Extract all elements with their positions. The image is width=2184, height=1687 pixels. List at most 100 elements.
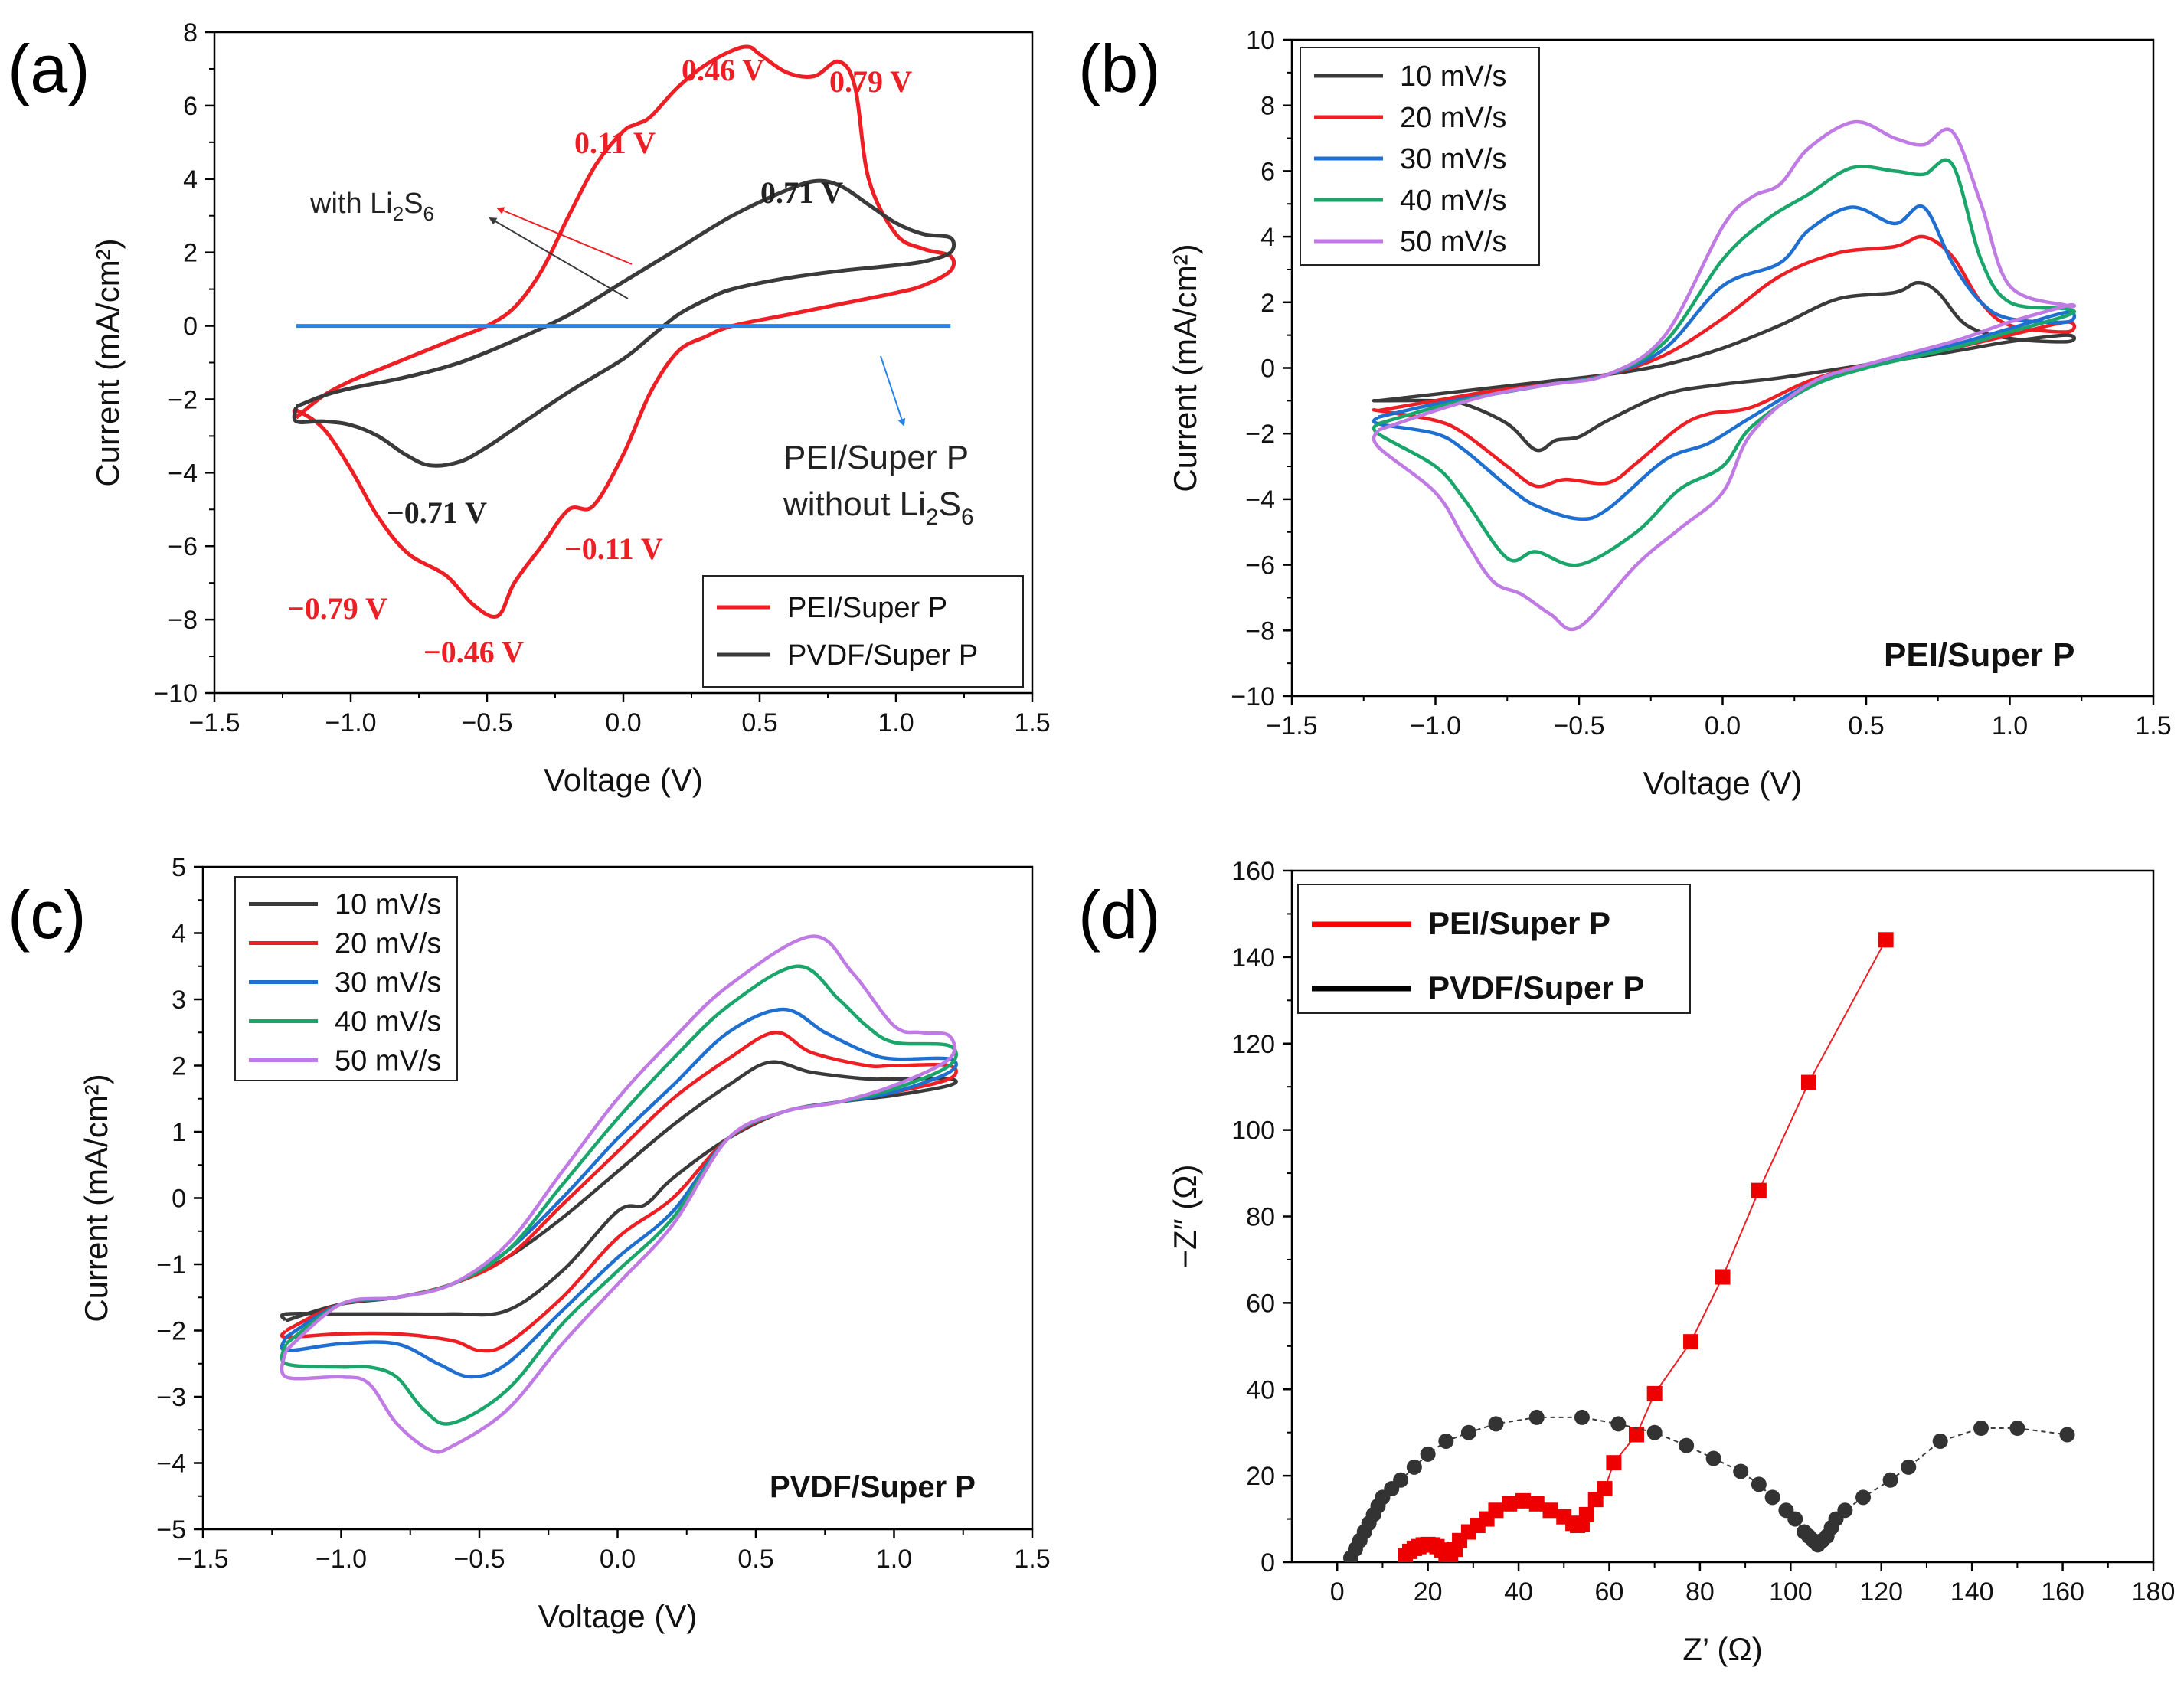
x-tick-label: 0.0 (600, 1545, 636, 1574)
x-tick-label: 1.0 (876, 1545, 912, 1574)
data-point (1715, 1269, 1731, 1285)
series-line (280, 1031, 958, 1353)
data-point (1406, 1459, 1422, 1475)
x-tick-label: 20 (1414, 1577, 1443, 1607)
x-axis-label: Voltage (V) (544, 762, 703, 798)
y-tick-label: −6 (1245, 551, 1275, 580)
data-point (1420, 1446, 1436, 1462)
arrow-red (496, 207, 633, 265)
legend-entry: 40 mV/s (335, 1006, 441, 1038)
x-tick-label: 40 (1504, 1577, 1533, 1607)
legend-entry: 40 mV/s (1400, 185, 1506, 217)
y-tick-label: −10 (153, 679, 198, 708)
series-group (292, 44, 956, 619)
x-tick-label: 1.5 (2135, 711, 2171, 741)
legend-entry: 20 mV/s (335, 928, 441, 960)
x-tick-label: 0.5 (1848, 711, 1884, 741)
series-group (1342, 932, 2075, 1562)
y-tick-label: 8 (1260, 92, 1275, 121)
data-point (1837, 1502, 1853, 1519)
series-line (280, 964, 958, 1426)
data-point (2009, 1421, 2025, 1437)
legend-entry: PEI/Super P (787, 592, 947, 624)
without-li-text: without Li (783, 486, 926, 523)
y-axis-label: Current (mA/cm²) (78, 1074, 114, 1322)
series-line (1372, 280, 2077, 453)
data-point (1646, 1385, 1663, 1401)
subscript-6: 6 (423, 202, 434, 225)
chart-panel-a: −1.5 −1.0 −0.5 0.0 0.5 1.0 1.5 −10 −8 −6 −4 −2 0 2 4 6 8… (90, 18, 1051, 798)
data-point (1488, 1416, 1504, 1432)
x-tick-label: −1.0 (325, 708, 376, 737)
series-line (292, 44, 956, 619)
y-tick-label: 5 (172, 853, 186, 882)
x-tick-label: −0.5 (461, 708, 512, 737)
s-text: S (939, 486, 961, 523)
subscript-2: 2 (393, 202, 404, 225)
panel-label-c: (c) (8, 877, 87, 953)
y-axis-label: Current (mA/cm²) (90, 238, 126, 486)
data-point (1460, 1424, 1476, 1440)
arrow-blue (880, 355, 906, 427)
x-tick-label: 180 (2132, 1577, 2176, 1607)
x-tick-label: 0.5 (741, 708, 777, 737)
data-point (1528, 1496, 1545, 1512)
without-label-line1: PEI/Super P (783, 439, 969, 476)
y-tick-label: 4 (1260, 223, 1275, 252)
data-point (1787, 1511, 1803, 1527)
legend-box (1300, 47, 1540, 266)
series-line (280, 1060, 958, 1322)
peak-label: −0.71 V (387, 495, 487, 530)
data-point (1901, 1459, 1917, 1475)
data-point (1855, 1489, 1872, 1506)
x-tick-label: 0.5 (737, 1545, 773, 1574)
legend-box (234, 876, 458, 1081)
data-point (1578, 1506, 1594, 1522)
y-axis-label: −Z″ (Ω) (1167, 1164, 1203, 1268)
panel-label-b: (b) (1078, 31, 1161, 106)
series-line (1372, 204, 2077, 521)
legend-entry: 10 mV/s (335, 889, 441, 921)
y-tick-label: −3 (156, 1383, 186, 1412)
series-line (280, 934, 956, 1454)
legend-entry: 20 mV/s (1400, 102, 1506, 134)
y-tick-label: 160 (1231, 857, 1275, 886)
y-tick-label: −10 (1231, 682, 1275, 711)
y-tick-label: 10 (1246, 26, 1275, 55)
data-point (1751, 1476, 1767, 1492)
data-point (1574, 1409, 1590, 1425)
x-tick-label: −1.0 (316, 1545, 367, 1574)
y-tick-label: 2 (172, 1052, 186, 1081)
x-axis-label: Voltage (V) (1643, 765, 1803, 801)
y-tick-label: 1 (172, 1118, 186, 1147)
y-tick-label: 4 (183, 165, 198, 195)
x-tick-label: 160 (2041, 1577, 2084, 1607)
y-tick-label: 20 (1246, 1462, 1275, 1491)
with-li-text: with Li (309, 188, 393, 220)
chart-panel-b: −1.5 −1.0 −0.5 0.0 0.5 1.0 1.5 −10 −8 −6 −4 −2 0 2 4 6 8… (1167, 26, 2172, 801)
data-point (1515, 1492, 1531, 1509)
plot-title-c: PVDF/Super P (770, 1470, 976, 1504)
y-tick-label: −8 (168, 606, 198, 635)
x-tick-label: 1.0 (878, 708, 914, 737)
data-point (1438, 1433, 1454, 1449)
peak-label: 0.79 V (829, 64, 912, 99)
x-tick-label: 0.0 (1705, 711, 1741, 741)
legend-entry: 10 mV/s (1400, 60, 1506, 93)
peak-label: −0.11 V (564, 531, 663, 566)
y-tick-label: 0 (172, 1185, 186, 1214)
data-point (1502, 1496, 1518, 1512)
chart-panel-c: −1.5 −1.0 −0.5 0.0 0.5 1.0 1.5 −5 −4 −3 −2 −1 0 1 2 3 4 5… (78, 853, 1051, 1634)
series-line (292, 178, 956, 468)
y-tick-label: 6 (1260, 157, 1275, 186)
y-tick-label: 0 (1260, 1548, 1275, 1577)
panel-label-d: (d) (1078, 877, 1161, 953)
legend: PEI/Super P PVDF/Super P (702, 575, 1024, 688)
legend: 10 mV/s 20 mV/s 30 mV/s 40 mV/s 50 mV/s (1300, 47, 1540, 266)
x-tick-label: 1.0 (1992, 711, 2028, 741)
data-point (1528, 1409, 1545, 1425)
peak-label: −0.79 V (287, 591, 387, 626)
arrow-black (489, 217, 629, 299)
peak-label: 0.71 V (760, 175, 843, 210)
